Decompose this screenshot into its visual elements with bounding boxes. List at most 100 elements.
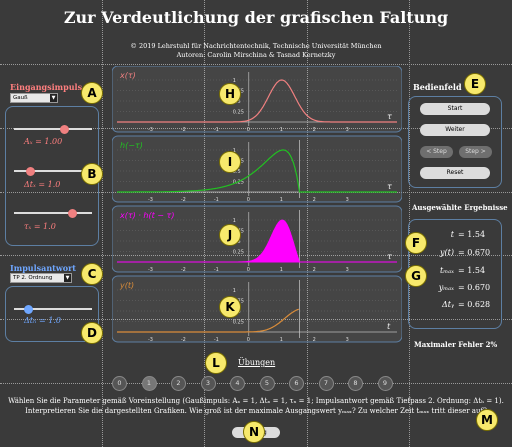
badge-c: C <box>81 263 103 285</box>
x-axis-label: τ <box>387 252 392 261</box>
badge-a: A <box>81 82 103 104</box>
y-tick-label: 0.25 <box>233 320 244 326</box>
badge-k: K <box>219 296 241 318</box>
product-area <box>117 219 397 263</box>
x-tick-label: -1 <box>214 337 219 343</box>
task-line-1: Wählen Sie die Parameter gemäß Voreinste… <box>8 397 504 405</box>
dth-slider-thumb[interactable] <box>24 305 33 314</box>
result-value: = 0.670 <box>458 283 491 292</box>
start-button[interactable]: Start <box>420 103 490 115</box>
step-forward-button[interactable]: Step > <box>459 146 492 158</box>
results-label: Ausgewählte Ergebnisse <box>412 203 508 212</box>
taux-slider[interactable] <box>14 212 92 214</box>
x-tick-label: 1 <box>280 127 283 133</box>
badge-n: N <box>243 421 265 443</box>
exercise-8-button[interactable]: 8 <box>348 376 363 391</box>
badge-e: E <box>464 73 486 95</box>
impulse-response-select[interactable]: TP 2. Ordnung ▼ <box>10 273 72 283</box>
exercise-6-button[interactable]: 6 <box>289 376 304 391</box>
x-tick-label: -3 <box>148 267 153 273</box>
impulse-params-panel <box>5 286 99 342</box>
exercises-link[interactable]: Übungen <box>238 358 276 367</box>
step-back-button[interactable]: < Step <box>420 146 453 158</box>
x-tick-label: -1 <box>214 197 219 203</box>
input-pulse-select-value: Gauß <box>13 95 28 101</box>
badge-g: G <box>405 265 427 287</box>
dtx-slider[interactable] <box>14 170 92 172</box>
badge-j: J <box>219 224 241 246</box>
ax-slider-thumb[interactable] <box>60 125 69 134</box>
result-value: = 0.628 <box>458 300 491 309</box>
result-value: = 1.54 <box>458 230 486 239</box>
result-name: yₘₐₓ <box>438 283 454 292</box>
exercise-9-button[interactable]: 9 <box>377 376 393 391</box>
dth-param-name: Δtₕ <box>24 316 37 325</box>
weiter-button[interactable]: Weiter <box>420 124 490 136</box>
exercise-7-button[interactable]: 7 <box>318 376 334 391</box>
x-tick-label: 2 <box>313 267 316 273</box>
x-axis-label: t <box>387 322 391 331</box>
exercise-2-button[interactable]: 2 <box>171 376 186 391</box>
result-name: y(t) <box>440 248 454 257</box>
y-axis-label: y(t) <box>119 281 134 290</box>
taux-param-name: τₓ <box>24 222 32 231</box>
badge-h: H <box>219 83 241 105</box>
x-tick-label: 2 <box>313 337 316 343</box>
x-tick-label: 3 <box>346 337 349 343</box>
plot-frame <box>112 205 402 273</box>
plots-area: 10.750.50.25-3-2-10123x(τ)τ10.750.50.25-… <box>112 66 402 343</box>
ax-slider[interactable] <box>14 128 92 130</box>
exercise-3-button[interactable]: 3 <box>200 376 216 391</box>
badge-f: F <box>405 232 427 254</box>
y-tick-label: 1 <box>233 218 236 224</box>
badge-i: I <box>219 151 241 173</box>
x-tick-label: 1 <box>280 267 283 273</box>
y-tick-label: 0.25 <box>233 110 244 116</box>
signal-curve <box>117 308 299 333</box>
taux-slider-thumb[interactable] <box>68 209 77 218</box>
exercise-1-button[interactable]: 1 <box>141 376 157 391</box>
x-tick-label: -3 <box>148 127 153 133</box>
signal-curve <box>117 149 397 193</box>
taux-param-value: = 1.0 <box>33 222 56 231</box>
dtx-slider-thumb[interactable] <box>26 167 35 176</box>
copyright-line: © 2019 Lehrstuhl für Nachrichtentechnik,… <box>130 42 382 50</box>
x-tick-label: 3 <box>346 197 349 203</box>
result-name: Δtᵧ <box>441 300 454 309</box>
y-axis-label: h(−τ) <box>120 141 143 150</box>
chevron-down-icon: ▼ <box>64 274 71 282</box>
x-tick-label: 2 <box>313 197 316 203</box>
badge-b: B <box>81 163 103 185</box>
impulse-response-select-value: TP 2. Ordnung <box>13 275 53 281</box>
impulse-response-label: Impulsantwort <box>10 263 76 273</box>
x-tick-label: 1 <box>280 337 283 343</box>
plot-frame <box>112 66 402 133</box>
x-tick-label: 0 <box>247 337 250 343</box>
dth-slider[interactable] <box>14 308 92 310</box>
x-tick-label: 0 <box>247 267 250 273</box>
x-tick-label: 0 <box>247 127 250 133</box>
x-tick-label: -3 <box>148 197 153 203</box>
y-tick-label: 0.5 <box>233 169 241 175</box>
x-tick-label: -1 <box>214 127 219 133</box>
reset-button[interactable]: Reset <box>420 167 490 179</box>
dtx-param-value: = 1.0 <box>38 180 61 189</box>
y-tick-label: 0.25 <box>233 180 244 186</box>
x-axis-label: τ <box>387 182 392 191</box>
x-tick-label: -2 <box>181 267 186 273</box>
result-name: tₘₐₓ <box>440 266 454 275</box>
exercise-5-button[interactable]: 5 <box>259 376 275 391</box>
control-panel-label: Bedienfeld <box>413 82 462 92</box>
exercise-4-button[interactable]: 4 <box>230 376 245 391</box>
input-pulse-select[interactable]: Gauß ▼ <box>10 93 58 103</box>
x-tick-label: 3 <box>346 267 349 273</box>
exercise-0-button[interactable]: 0 <box>112 376 127 391</box>
x-tick-label: -1 <box>214 267 219 273</box>
badge-m: M <box>476 409 498 431</box>
x-tick-label: 0 <box>247 197 250 203</box>
x-axis-label: τ <box>387 112 392 121</box>
